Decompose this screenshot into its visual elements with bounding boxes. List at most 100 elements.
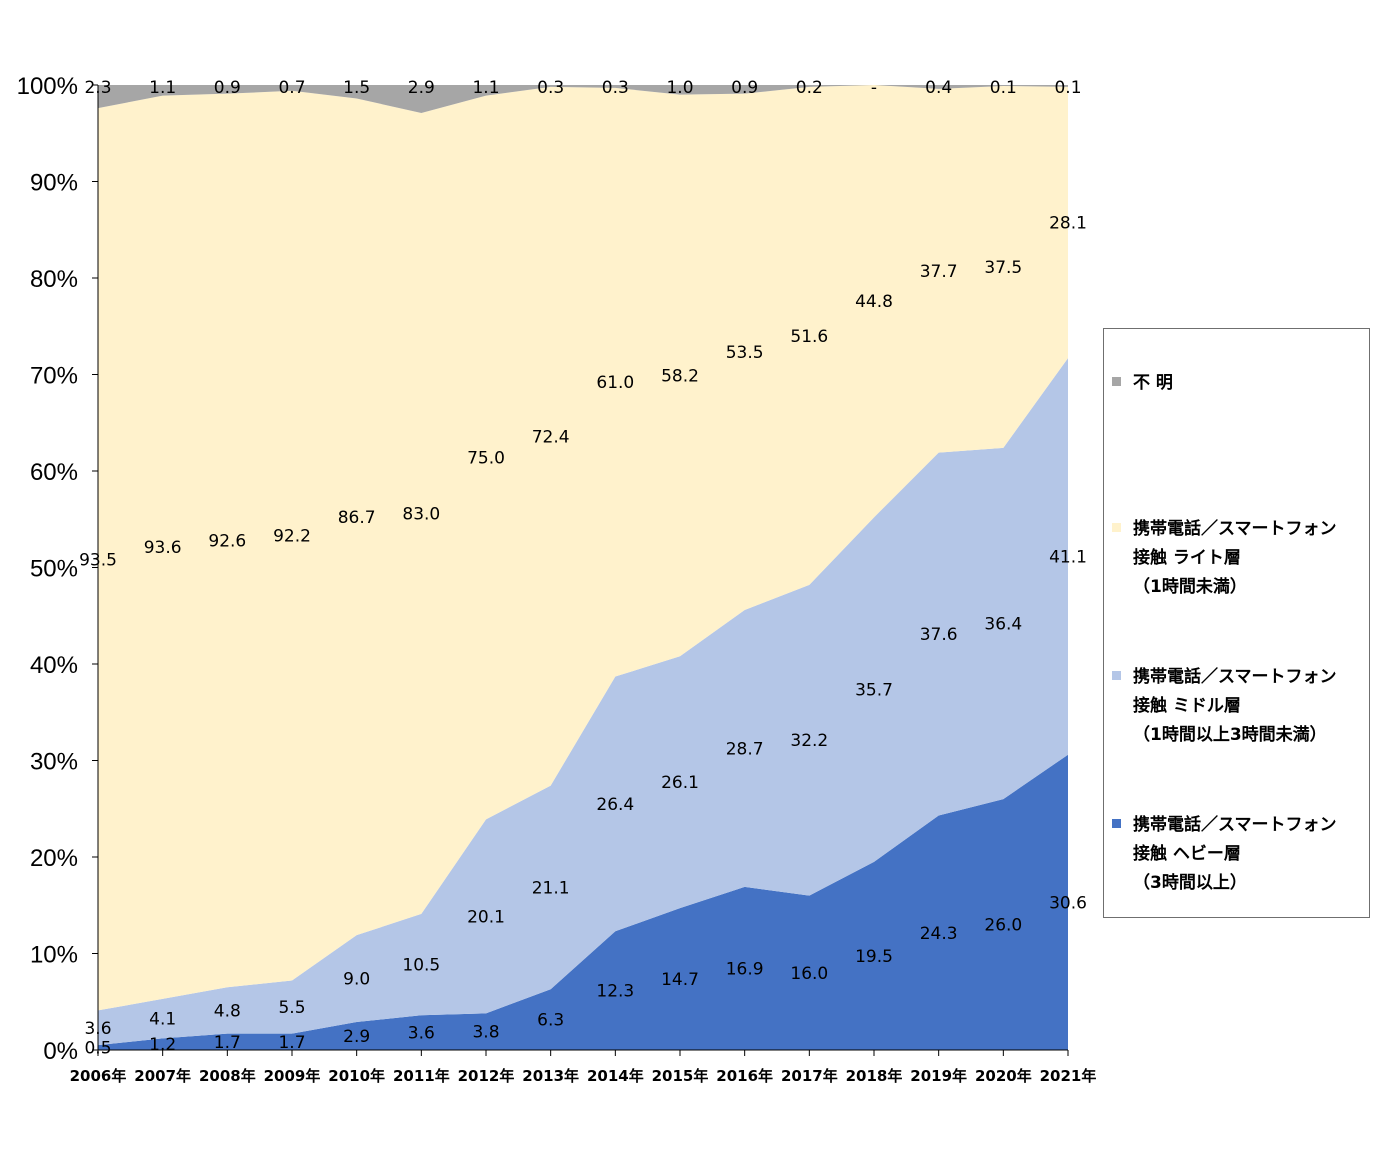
y-tick-label: 40% (30, 652, 78, 679)
data-label-light: 58.2 (661, 366, 699, 386)
data-label-middle: 26.1 (661, 773, 699, 793)
legend-swatch-middle (1112, 671, 1121, 680)
data-label-light: 51.6 (790, 327, 828, 347)
data-label-middle: 5.5 (278, 998, 305, 1018)
chart-axes: 0% 10% 20% 30% 40% 50% 60% 70% 80% 90% 100% 2006年 20… (17, 73, 1097, 1085)
x-tick-label: 2019年 (910, 1067, 967, 1085)
y-tick-label: 50% (30, 556, 78, 583)
data-label-heavy: 16.0 (790, 964, 828, 984)
data-label-light: 37.5 (984, 258, 1022, 278)
data-label-unknown: 2.3 (84, 78, 111, 98)
data-label-light: 86.7 (338, 508, 376, 528)
data-label-light: 93.6 (144, 538, 182, 558)
data-label-light: 44.8 (855, 292, 893, 312)
data-label-light: 92.6 (208, 531, 246, 551)
data-label-unknown: 1.1 (472, 78, 499, 98)
legend-item-unknown: 不 明 (1112, 369, 1173, 398)
data-label-heavy: 1.2 (149, 1035, 176, 1055)
legend-swatch-light (1112, 523, 1121, 532)
data-label-unknown: 2.9 (408, 78, 435, 98)
x-tick-label: 2014年 (587, 1067, 644, 1085)
data-label-heavy: 16.9 (726, 959, 764, 979)
data-label-light: 93.5 (79, 550, 117, 570)
x-tick-label: 2015年 (652, 1067, 709, 1085)
data-label-heavy: 1.7 (278, 1033, 305, 1053)
data-label-heavy: 26.0 (984, 916, 1022, 936)
x-tick-label: 2009年 (264, 1067, 321, 1085)
data-label-unknown: - (871, 78, 877, 98)
data-label-middle: 9.0 (343, 970, 370, 990)
legend-item-light: 携帯電話／スマートフォン 接触 ライト層 （1時間未満） (1112, 515, 1337, 602)
area-light (98, 85, 1068, 1011)
data-label-unknown: 1.0 (666, 78, 693, 98)
data-label-unknown: 0.9 (214, 78, 241, 98)
x-tick-label: 2007年 (134, 1067, 191, 1085)
data-label-heavy: 12.3 (596, 982, 634, 1002)
x-tick-label: 2021年 (1040, 1067, 1097, 1085)
data-label-unknown: 0.3 (537, 78, 564, 98)
legend-swatch-heavy (1112, 819, 1121, 828)
data-label-middle: 28.7 (726, 739, 764, 759)
legend-item-middle: 携帯電話／スマートフォン 接触 ミドル層 （1時間以上3時間未満） (1112, 663, 1337, 750)
data-label-heavy: 1.7 (214, 1033, 241, 1053)
area-middle (98, 358, 1068, 1046)
data-label-unknown: 1.1 (149, 78, 176, 98)
data-label-middle: 41.1 (1049, 547, 1087, 567)
x-tick-label: 2020年 (975, 1067, 1032, 1085)
chart-areas (98, 85, 1068, 1050)
x-tick-label: 2012年 (458, 1067, 515, 1085)
data-label-middle: 4.1 (149, 1010, 176, 1030)
data-label-light: 83.0 (402, 504, 440, 524)
data-label-middle: 37.6 (920, 625, 958, 645)
data-label-unknown: 0.1 (1054, 78, 1081, 98)
data-label-middle: 3.6 (84, 1019, 111, 1039)
legend-item-heavy: 携帯電話／スマートフォン 接触 ヘビー層 （3時間以上） (1112, 811, 1337, 898)
y-tick-label: 0% (43, 1038, 78, 1065)
data-label-unknown: 0.2 (796, 78, 823, 98)
data-label-light: 37.7 (920, 262, 958, 282)
x-tick-label: 2006年 (70, 1067, 127, 1085)
x-tick-label: 2008年 (199, 1067, 256, 1085)
y-tick-label: 10% (30, 942, 78, 969)
data-label-light: 75.0 (467, 448, 505, 468)
data-label-light: 28.1 (1049, 214, 1087, 234)
data-label-unknown: 0.3 (602, 78, 629, 98)
y-tick-label: 20% (30, 845, 78, 872)
data-label-light: 72.4 (532, 427, 570, 447)
data-label-heavy: 14.7 (661, 970, 699, 990)
data-label-heavy: 3.8 (472, 1023, 499, 1043)
data-label-middle: 35.7 (855, 681, 893, 701)
data-label-heavy: 2.9 (343, 1027, 370, 1047)
data-label-heavy: 3.6 (408, 1024, 435, 1044)
x-tick-label: 2018年 (846, 1067, 903, 1085)
data-label-heavy: 24.3 (920, 924, 958, 944)
data-label-middle: 20.1 (467, 907, 505, 927)
data-label-unknown: 0.1 (990, 78, 1017, 98)
y-tick-label: 90% (30, 170, 78, 197)
data-label-middle: 26.4 (596, 795, 634, 815)
x-tick-label: 2016年 (716, 1067, 773, 1085)
data-label-heavy: 6.3 (537, 1011, 564, 1031)
data-label-middle: 32.2 (790, 731, 828, 751)
x-tick-label: 2010年 (328, 1067, 385, 1085)
data-label-light: 92.2 (273, 527, 311, 547)
data-label-heavy: 19.5 (855, 947, 893, 967)
y-tick-label: 100% (17, 73, 78, 100)
data-label-unknown: 1.5 (343, 78, 370, 98)
legend-label-light: 携帯電話／スマートフォン 接触 ライト層 （1時間未満） (1133, 519, 1337, 597)
area-unknown (98, 85, 1068, 113)
data-label-heavy: 30.6 (1049, 893, 1087, 913)
data-label-unknown: 0.9 (731, 78, 758, 98)
data-label-unknown: 0.7 (278, 78, 305, 98)
data-label-middle: 36.4 (984, 614, 1022, 634)
legend-label-middle: 携帯電話／スマートフォン 接触 ミドル層 （1時間以上3時間未満） (1133, 667, 1337, 745)
x-tick-label: 2013年 (522, 1067, 579, 1085)
y-tick-label: 60% (30, 459, 78, 486)
data-label-unknown: 0.4 (925, 78, 952, 98)
y-tick-label: 80% (30, 266, 78, 293)
legend-swatch-unknown (1112, 377, 1121, 386)
chart-legend: 不 明 携帯電話／スマートフォン 接触 ライト層 （1時間未満） 携帯電話／スマ… (1103, 328, 1370, 918)
legend-label-heavy: 携帯電話／スマートフォン 接触 ヘビー層 （3時間以上） (1133, 815, 1337, 893)
chart-data-labels: 0.5 1.2 1.7 1.7 2.9 3.6 3.8 6.3 12.3 14.7 16.9 16.0… (79, 78, 1087, 1059)
